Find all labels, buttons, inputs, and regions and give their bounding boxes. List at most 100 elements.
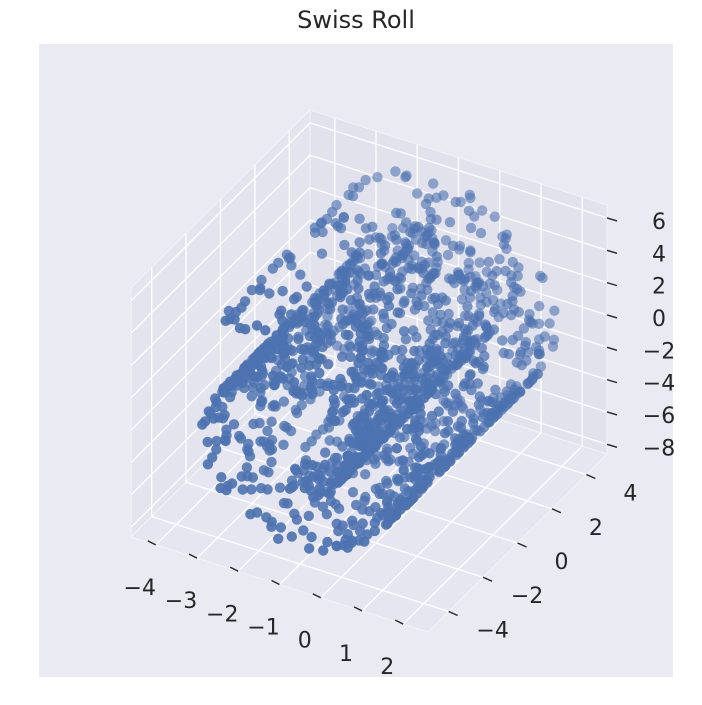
scatter-point	[347, 487, 359, 498]
scatter-point	[396, 249, 408, 261]
scatter-point	[393, 476, 404, 487]
scatter-point	[360, 223, 372, 234]
scatter-point	[240, 324, 251, 335]
scatter-point	[318, 545, 329, 556]
scatter-point	[237, 377, 248, 388]
scatter-point	[335, 223, 347, 234]
scatter-point	[254, 284, 266, 296]
scatter-point	[376, 398, 387, 409]
scatter-point	[237, 484, 248, 495]
scatter-point	[465, 408, 476, 419]
scatter-point	[500, 265, 511, 277]
x-tick	[312, 593, 322, 599]
x-tick-label: 2	[380, 655, 394, 680]
scatter-point	[462, 301, 473, 312]
x-tick	[394, 619, 404, 625]
scatter-point	[382, 478, 393, 489]
x-tick-label: −4	[124, 576, 156, 601]
scatter-point	[431, 251, 442, 262]
x-tick-label: 1	[339, 642, 353, 667]
scatter-point	[528, 368, 539, 379]
scatter-point	[255, 483, 267, 494]
z-tick	[606, 314, 618, 319]
y-tick	[551, 508, 562, 514]
scatter-point	[453, 318, 465, 329]
scatter-point	[426, 410, 438, 422]
scatter-point	[353, 283, 364, 294]
scatter-point	[308, 492, 319, 503]
gridline-z-left	[130, 219, 311, 399]
scatter-point	[333, 525, 344, 537]
scatter-point	[274, 482, 286, 493]
scatter-point	[262, 425, 273, 437]
scatter-point	[295, 269, 306, 280]
scatter-point	[288, 386, 299, 397]
z-tick	[606, 217, 618, 222]
scatter-point	[420, 198, 432, 210]
scatter-point	[432, 298, 444, 310]
scatter-point	[465, 222, 477, 234]
scatter-point	[420, 475, 431, 486]
scatter-point	[507, 334, 518, 346]
z-tick	[606, 281, 618, 287]
scatter-point	[392, 307, 403, 318]
scatter-point	[315, 378, 326, 389]
scatter-point	[267, 401, 278, 412]
scatter-point	[452, 421, 464, 432]
scatter-point	[229, 314, 240, 325]
scatter-point	[476, 342, 487, 354]
scatter-point	[300, 441, 311, 453]
scatter-point	[301, 281, 312, 292]
scatter-point	[420, 463, 431, 475]
scatter-point	[241, 462, 253, 473]
scatter-point	[474, 257, 485, 268]
scatter-point	[442, 416, 454, 427]
scatter-point	[403, 486, 414, 497]
scatter-point	[332, 477, 344, 488]
scatter-point	[255, 400, 266, 412]
scatter-point	[324, 435, 335, 446]
scatter-point	[307, 459, 318, 471]
z-tick	[606, 378, 618, 384]
scatter-point	[432, 465, 443, 476]
scatter-point	[291, 514, 303, 525]
scatter-point	[216, 472, 227, 483]
scatter-point	[383, 456, 394, 467]
scatter-point	[360, 174, 371, 186]
scatter-point	[309, 227, 321, 238]
scatter-point	[277, 315, 288, 326]
scatter-point	[258, 465, 270, 476]
scatter-point	[415, 441, 427, 452]
scatter-point	[278, 396, 290, 407]
scatter-point	[329, 415, 341, 427]
scatter-point	[364, 506, 375, 517]
scatter-point	[398, 326, 410, 337]
scatter-point	[255, 387, 266, 398]
scatter-point	[372, 417, 383, 428]
scatter-point	[481, 330, 493, 341]
scatter-point	[502, 298, 513, 310]
scatter-point	[197, 419, 208, 430]
z-tick-label: −6	[643, 404, 675, 429]
scatter-point	[363, 249, 374, 260]
scatter-point	[397, 455, 408, 466]
scatter-point	[337, 441, 348, 452]
scatter-point	[360, 469, 371, 480]
scatter-point	[255, 361, 267, 372]
scatter-point	[347, 191, 359, 202]
scatter-point	[255, 436, 266, 447]
scatter-point	[381, 412, 392, 423]
scatter-point	[471, 277, 482, 288]
scatter-point	[234, 430, 245, 442]
scatter-point	[379, 240, 391, 251]
scatter-point	[450, 196, 461, 208]
scatter-point	[439, 428, 451, 439]
z-tick	[606, 346, 618, 351]
scatter-point	[447, 406, 459, 417]
scatter-point	[400, 334, 412, 345]
scatter-point	[344, 258, 356, 269]
gridline-z-left	[130, 122, 311, 302]
scatter-point	[413, 452, 425, 463]
scatter-point	[337, 406, 349, 418]
